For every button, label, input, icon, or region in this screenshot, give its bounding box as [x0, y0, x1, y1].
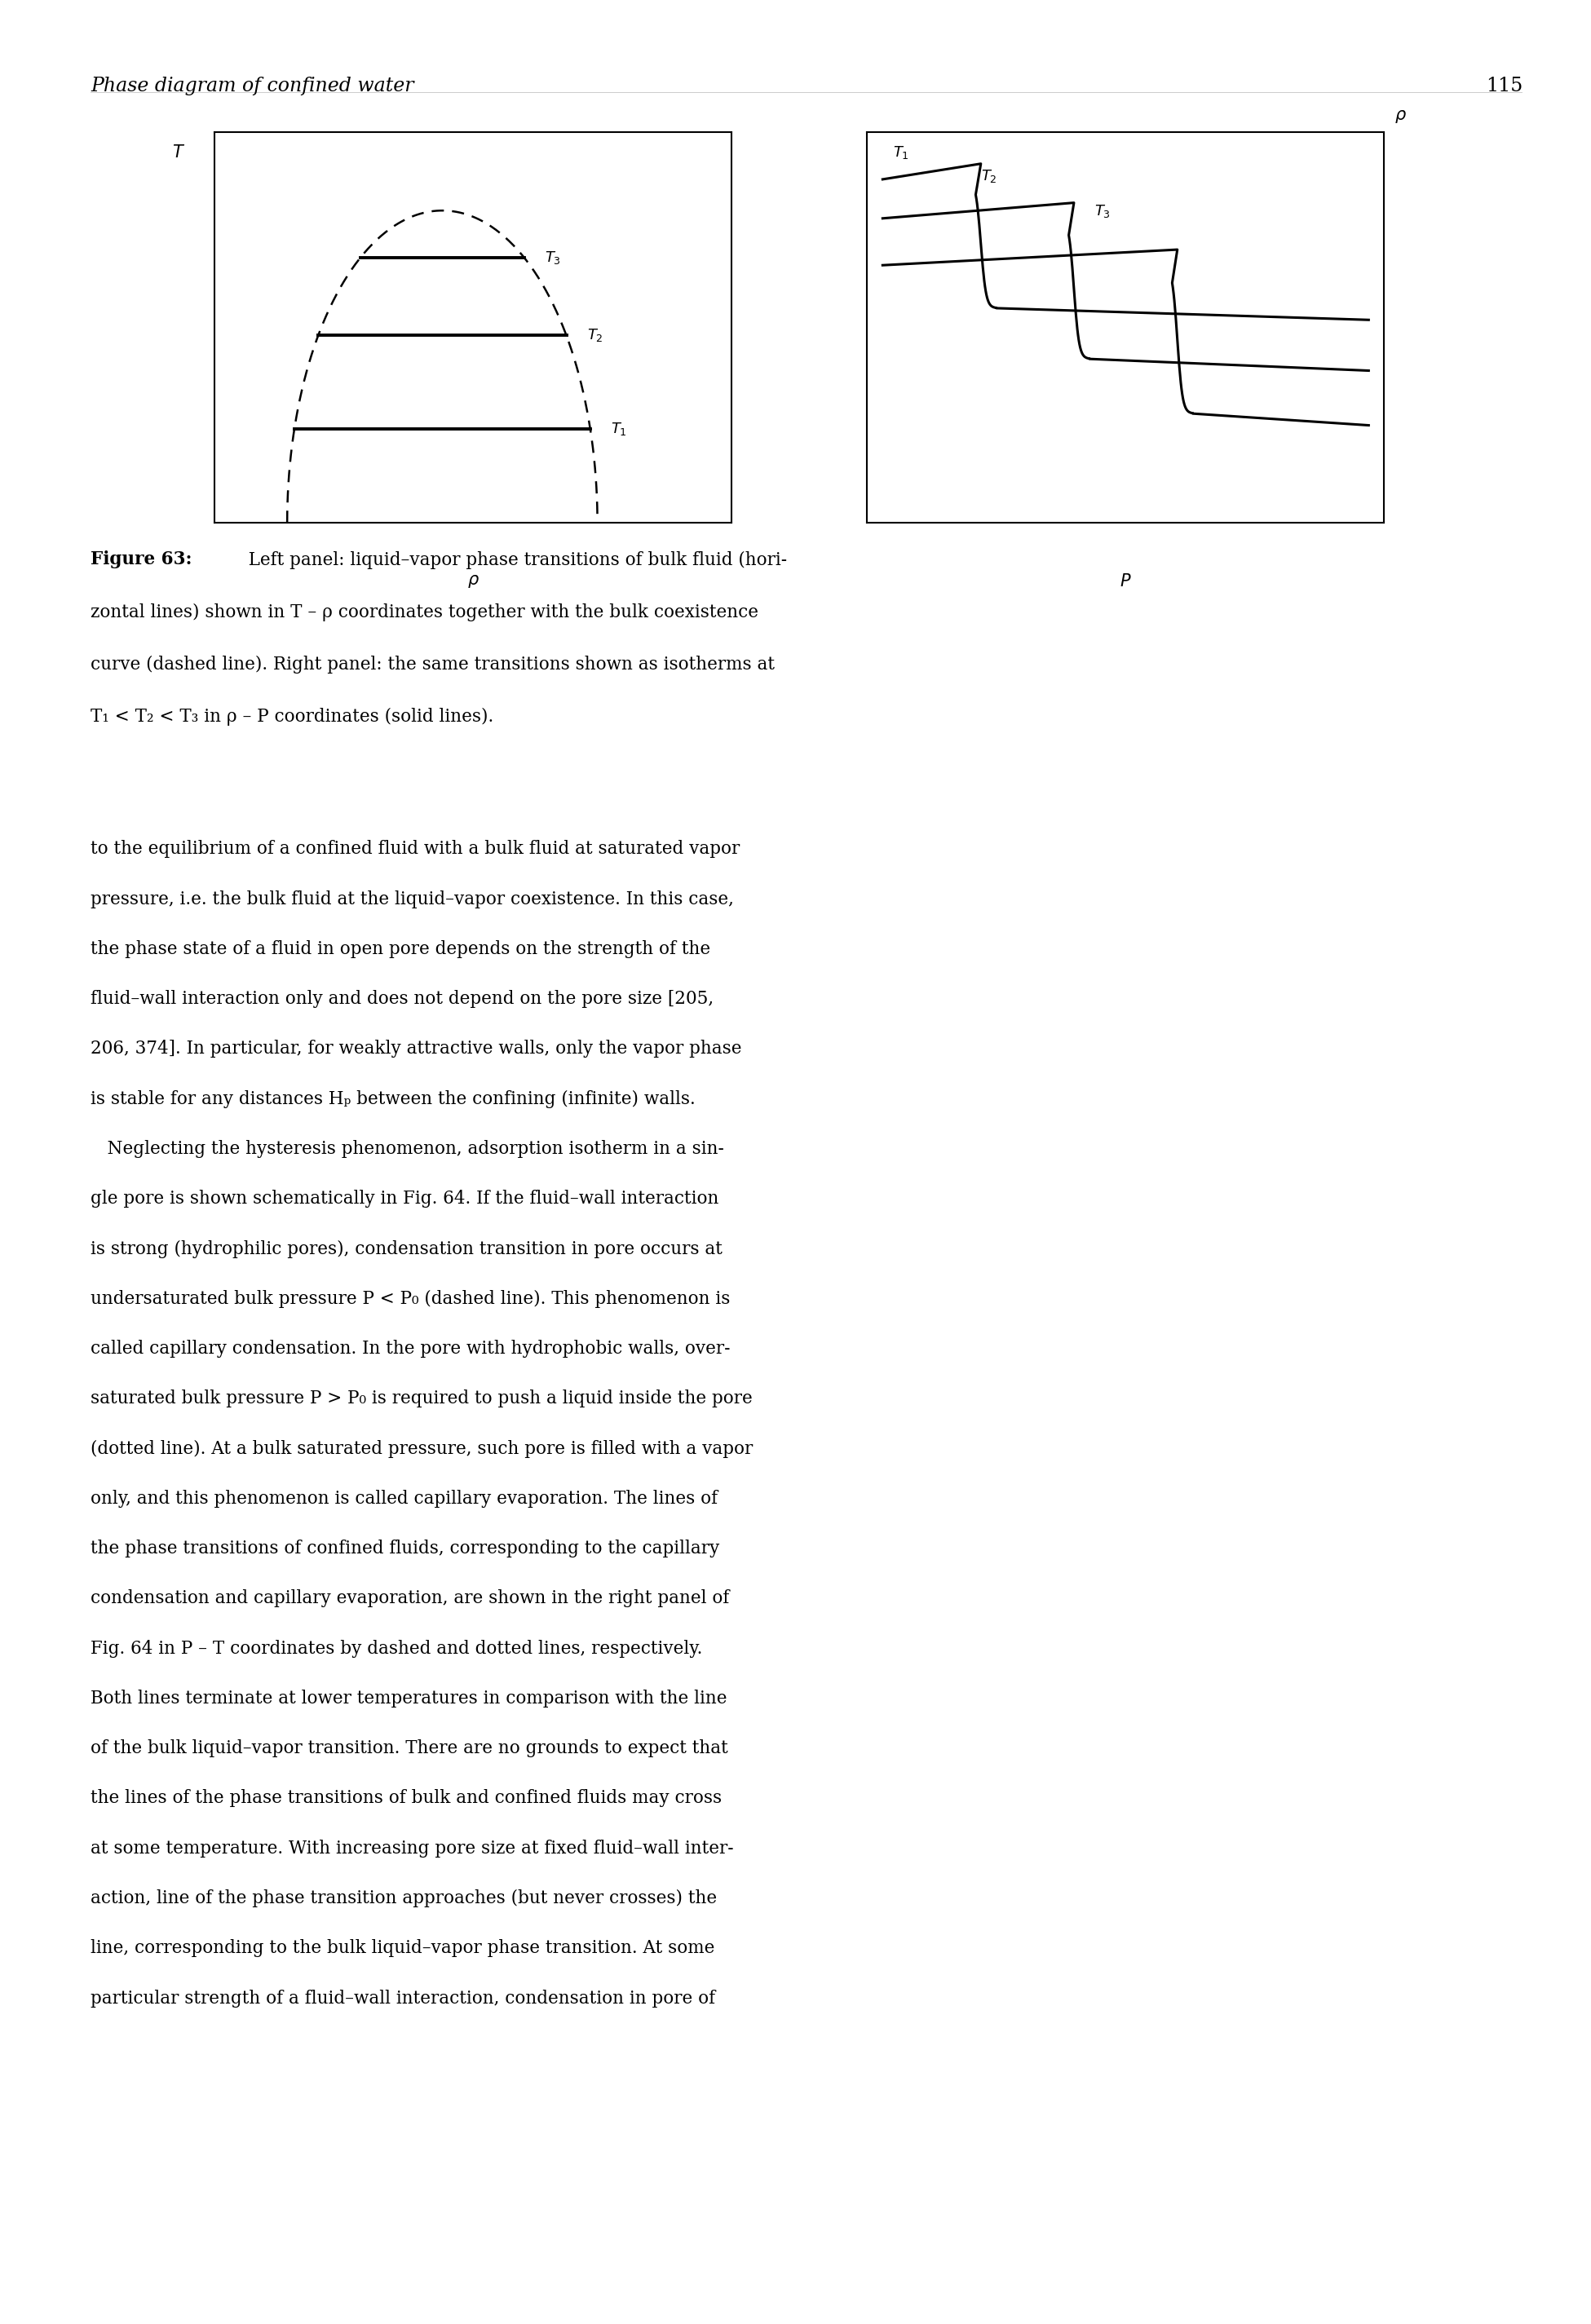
Text: $T_3$: $T_3$ — [544, 249, 562, 265]
Text: the phase transitions of confined fluids, corresponding to the capillary: the phase transitions of confined fluids… — [91, 1538, 719, 1557]
Text: line, corresponding to the bulk liquid–vapor phase transition. At some: line, corresponding to the bulk liquid–v… — [91, 1938, 714, 1957]
Text: $T_2$: $T_2$ — [982, 167, 998, 184]
Text: curve (dashed line). Right panel: the same transitions shown as isotherms at: curve (dashed line). Right panel: the sa… — [91, 655, 775, 674]
Text: 206, 374]. In particular, for weakly attractive walls, only the vapor phase: 206, 374]. In particular, for weakly att… — [91, 1041, 741, 1057]
Text: is strong (hydrophilic pores), condensation transition in pore occurs at: is strong (hydrophilic pores), condensat… — [91, 1239, 722, 1257]
Text: zontal lines) shown in T – ρ coordinates together with the bulk coexistence: zontal lines) shown in T – ρ coordinates… — [91, 602, 759, 621]
Text: to the equilibrium of a confined fluid with a bulk fluid at saturated vapor: to the equilibrium of a confined fluid w… — [91, 841, 740, 858]
Text: 115: 115 — [1486, 77, 1523, 95]
Text: at some temperature. With increasing pore size at fixed fluid–wall inter-: at some temperature. With increasing por… — [91, 1838, 733, 1857]
Text: the phase state of a fluid in open pore depends on the strength of the: the phase state of a fluid in open pore … — [91, 939, 711, 957]
Text: Figure 63:: Figure 63: — [91, 551, 193, 569]
Text: $\rho$: $\rho$ — [468, 574, 479, 590]
Text: Left panel: liquid–vapor phase transitions of bulk fluid (hori-: Left panel: liquid–vapor phase transitio… — [237, 551, 788, 569]
Text: is stable for any distances Hₚ between the confining (infinite) walls.: is stable for any distances Hₚ between t… — [91, 1090, 695, 1109]
Text: $T_2$: $T_2$ — [587, 328, 603, 344]
Text: $\rho$: $\rho$ — [1395, 109, 1406, 125]
Text: only, and this phenomenon is called capillary evaporation. The lines of: only, and this phenomenon is called capi… — [91, 1490, 718, 1508]
Text: the lines of the phase transitions of bulk and confined fluids may cross: the lines of the phase transitions of bu… — [91, 1789, 722, 1808]
Text: gle pore is shown schematically in Fig. 64. If the fluid–wall interaction: gle pore is shown schematically in Fig. … — [91, 1190, 719, 1208]
Text: pressure, i.e. the bulk fluid at the liquid–vapor coexistence. In this case,: pressure, i.e. the bulk fluid at the liq… — [91, 890, 733, 909]
Text: T₁ < T₂ < T₃ in ρ – P coordinates (solid lines).: T₁ < T₂ < T₃ in ρ – P coordinates (solid… — [91, 709, 493, 725]
Text: $T_3$: $T_3$ — [1095, 202, 1111, 218]
Text: undersaturated bulk pressure P < P₀ (dashed line). This phenomenon is: undersaturated bulk pressure P < P₀ (das… — [91, 1290, 730, 1308]
Text: called capillary condensation. In the pore with hydrophobic walls, over-: called capillary condensation. In the po… — [91, 1339, 730, 1357]
Text: $T_1$: $T_1$ — [893, 144, 908, 160]
Text: of the bulk liquid–vapor transition. There are no grounds to expect that: of the bulk liquid–vapor transition. The… — [91, 1738, 729, 1757]
Text: Fig. 64 in P – T coordinates by dashed and dotted lines, respectively.: Fig. 64 in P – T coordinates by dashed a… — [91, 1638, 703, 1657]
Text: $P$: $P$ — [1120, 574, 1131, 590]
Text: $T$: $T$ — [172, 144, 185, 160]
Text: Neglecting the hysteresis phenomenon, adsorption isotherm in a sin-: Neglecting the hysteresis phenomenon, ad… — [91, 1139, 724, 1157]
Text: $T_1$: $T_1$ — [611, 421, 627, 437]
Text: Both lines terminate at lower temperatures in comparison with the line: Both lines terminate at lower temperatur… — [91, 1690, 727, 1708]
Text: fluid–wall interaction only and does not depend on the pore size [205,: fluid–wall interaction only and does not… — [91, 990, 714, 1009]
Text: action, line of the phase transition approaches (but never crosses) the: action, line of the phase transition app… — [91, 1889, 718, 1908]
Text: Phase diagram of confined water: Phase diagram of confined water — [91, 77, 414, 95]
Text: particular strength of a fluid–wall interaction, condensation in pore of: particular strength of a fluid–wall inte… — [91, 1989, 716, 2008]
Text: (dotted line). At a bulk saturated pressure, such pore is filled with a vapor: (dotted line). At a bulk saturated press… — [91, 1439, 753, 1457]
Text: condensation and capillary evaporation, are shown in the right panel of: condensation and capillary evaporation, … — [91, 1590, 730, 1608]
Text: saturated bulk pressure P > P₀ is required to push a liquid inside the pore: saturated bulk pressure P > P₀ is requir… — [91, 1390, 753, 1408]
